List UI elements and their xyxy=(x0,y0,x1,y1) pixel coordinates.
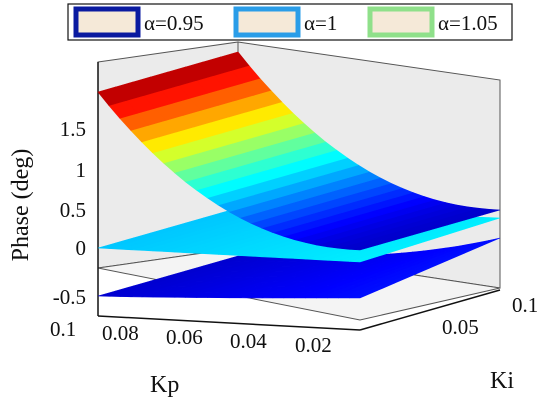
kp-ticks: 0.1 0.08 0.06 0.04 0.02 xyxy=(50,317,332,357)
legend-swatch-0 xyxy=(73,6,141,38)
z-tick-label: -0.5 xyxy=(53,285,86,309)
legend-label-1: α=1 xyxy=(304,11,337,35)
kp-tick-label: 0.02 xyxy=(295,333,332,357)
kp-axis-label: Kp xyxy=(150,372,179,398)
z-tick-label: 1.5 xyxy=(60,117,86,141)
kp-tick-label: 0.1 xyxy=(50,317,76,341)
z-tick-label: 0 xyxy=(76,236,87,260)
kp-tick-label: 0.08 xyxy=(102,321,139,345)
z-tick-label: 1 xyxy=(76,158,87,182)
kp-axis-line xyxy=(97,315,361,331)
z-tick-label: 0.5 xyxy=(60,198,86,222)
ki-tick-label: 0.05 xyxy=(442,315,479,339)
ki-ticks: 0.05 0.1 xyxy=(442,293,538,339)
z-ticks: -0.5 0 0.5 1 1.5 xyxy=(53,117,86,309)
legend-swatch-1 xyxy=(233,6,301,38)
surface-2-patch xyxy=(97,86,127,106)
surface-0 xyxy=(97,237,501,299)
ki-axis-label: Ki xyxy=(490,368,514,394)
surfaces-group xyxy=(97,51,501,299)
kp-tick-label: 0.04 xyxy=(230,329,267,353)
ki-axis-line xyxy=(359,289,501,331)
surface-0-patch xyxy=(97,290,127,297)
legend-label-0: α=0.95 xyxy=(144,11,204,35)
legend: α=0.95 α=1 α=1.05 xyxy=(67,3,513,41)
legend-label-2: α=1.05 xyxy=(438,11,498,35)
ki-tick-label: 0.1 xyxy=(512,293,538,317)
surface-1-patch xyxy=(97,242,127,249)
surface-2 xyxy=(97,51,501,251)
legend-swatch-2 xyxy=(367,6,435,38)
kp-tick-label: 0.06 xyxy=(166,325,203,349)
z-axis-label: Phase (deg) xyxy=(8,149,34,262)
